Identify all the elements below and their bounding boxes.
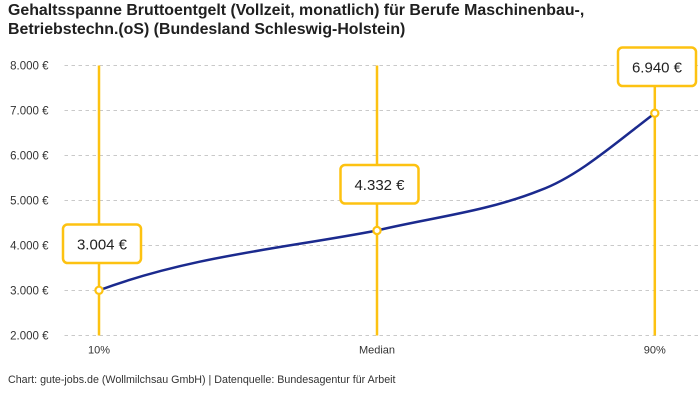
svg-text:4.000 €: 4.000 € [10, 241, 49, 253]
svg-text:4.332 €: 4.332 € [354, 177, 405, 194]
svg-text:10%: 10% [88, 345, 110, 357]
svg-text:2.000 €: 2.000 € [10, 331, 49, 343]
svg-text:Median: Median [359, 345, 395, 357]
svg-text:Chart: gute-jobs.de (Wollmilch: Chart: gute-jobs.de (Wollmilchsau GmbH) … [8, 374, 396, 386]
svg-text:6.000 €: 6.000 € [10, 151, 49, 163]
svg-text:3.000 €: 3.000 € [10, 286, 49, 298]
svg-text:5.000 €: 5.000 € [10, 196, 49, 208]
svg-text:7.000 €: 7.000 € [10, 106, 49, 118]
svg-text:Betriebstechn.(oS) (Bundesland: Betriebstechn.(oS) (Bundesland Schleswig… [8, 21, 405, 38]
svg-text:3.004 €: 3.004 € [77, 237, 128, 254]
svg-text:Gehaltsspanne Bruttoentgelt (V: Gehaltsspanne Bruttoentgelt (Vollzeit, m… [8, 2, 584, 19]
svg-text:8.000 €: 8.000 € [10, 61, 49, 73]
svg-text:90%: 90% [644, 345, 666, 357]
svg-text:6.940 €: 6.940 € [632, 60, 683, 77]
